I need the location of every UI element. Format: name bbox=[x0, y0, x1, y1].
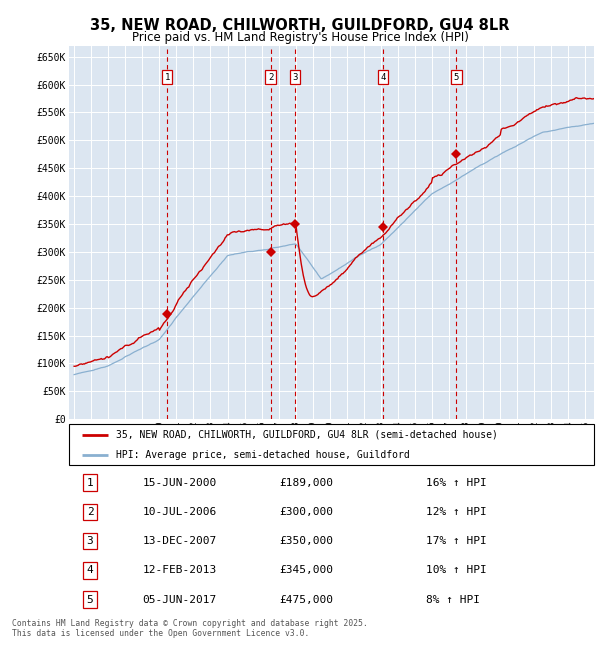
Text: 2: 2 bbox=[268, 73, 273, 82]
Text: Price paid vs. HM Land Registry's House Price Index (HPI): Price paid vs. HM Land Registry's House … bbox=[131, 31, 469, 44]
FancyBboxPatch shape bbox=[69, 424, 594, 465]
Text: 17% ↑ HPI: 17% ↑ HPI bbox=[426, 536, 487, 546]
Text: £475,000: £475,000 bbox=[279, 595, 333, 604]
Text: £189,000: £189,000 bbox=[279, 478, 333, 488]
Text: 15-JUN-2000: 15-JUN-2000 bbox=[143, 478, 217, 488]
Text: HPI: Average price, semi-detached house, Guildford: HPI: Average price, semi-detached house,… bbox=[116, 450, 410, 460]
Text: £350,000: £350,000 bbox=[279, 536, 333, 546]
Text: 2: 2 bbox=[86, 507, 94, 517]
Text: 12-FEB-2013: 12-FEB-2013 bbox=[143, 566, 217, 575]
Text: 12% ↑ HPI: 12% ↑ HPI bbox=[426, 507, 487, 517]
Text: 05-JUN-2017: 05-JUN-2017 bbox=[143, 595, 217, 604]
Text: 16% ↑ HPI: 16% ↑ HPI bbox=[426, 478, 487, 488]
Text: 8% ↑ HPI: 8% ↑ HPI bbox=[426, 595, 480, 604]
Text: 10% ↑ HPI: 10% ↑ HPI bbox=[426, 566, 487, 575]
Text: 3: 3 bbox=[86, 536, 94, 546]
Text: 4: 4 bbox=[86, 566, 94, 575]
Text: 5: 5 bbox=[454, 73, 459, 82]
Text: £300,000: £300,000 bbox=[279, 507, 333, 517]
Text: 35, NEW ROAD, CHILWORTH, GUILDFORD, GU4 8LR: 35, NEW ROAD, CHILWORTH, GUILDFORD, GU4 … bbox=[90, 18, 510, 33]
Text: 3: 3 bbox=[292, 73, 298, 82]
Text: 35, NEW ROAD, CHILWORTH, GUILDFORD, GU4 8LR (semi-detached house): 35, NEW ROAD, CHILWORTH, GUILDFORD, GU4 … bbox=[116, 430, 498, 440]
Text: 10-JUL-2006: 10-JUL-2006 bbox=[143, 507, 217, 517]
Text: 5: 5 bbox=[86, 595, 94, 604]
Text: 13-DEC-2007: 13-DEC-2007 bbox=[143, 536, 217, 546]
Text: £345,000: £345,000 bbox=[279, 566, 333, 575]
Text: 4: 4 bbox=[380, 73, 386, 82]
Text: 1: 1 bbox=[86, 478, 94, 488]
Text: 1: 1 bbox=[164, 73, 170, 82]
Text: Contains HM Land Registry data © Crown copyright and database right 2025.
This d: Contains HM Land Registry data © Crown c… bbox=[12, 619, 368, 638]
